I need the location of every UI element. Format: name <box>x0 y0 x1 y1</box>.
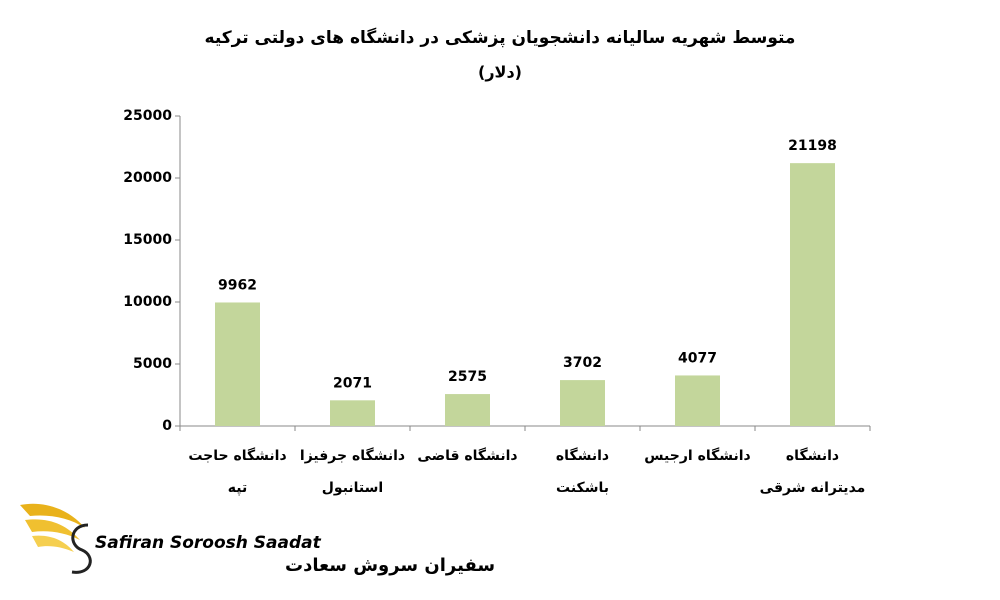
data-label: 2575 <box>448 369 487 385</box>
bar <box>445 394 490 426</box>
y-tick-label: 10000 <box>123 294 172 310</box>
data-label: 21198 <box>788 138 837 154</box>
x-tick-label: دانشگاه ارجیس <box>644 447 750 464</box>
y-tick-label: 25000 <box>123 108 172 124</box>
x-tick-label: دانشگاه حاجت <box>188 447 286 464</box>
y-tick-label: 20000 <box>123 170 172 186</box>
bar <box>790 163 835 426</box>
logo-wing <box>32 535 74 552</box>
bar <box>675 375 720 426</box>
x-tick-label: استانبول <box>322 480 383 496</box>
chart-subtitle: (دلار) <box>478 63 522 82</box>
logo-name-fa: سفیران سروش سعادت <box>285 555 495 576</box>
bar <box>560 380 605 426</box>
logo-s <box>71 523 92 574</box>
data-label: 2071 <box>333 375 372 391</box>
data-label: 3702 <box>563 355 602 371</box>
bar <box>330 400 375 426</box>
y-tick-label: 5000 <box>133 356 172 372</box>
x-tick-label: دانشگاه جرفیزا <box>300 447 405 464</box>
y-tick-label: 0 <box>162 418 172 434</box>
logo: Safiran Soroosh Saadat سفیران سروش سعادت <box>20 503 495 576</box>
chart-title: متوسط شهریه سالیانه دانشجویان پزشکی در د… <box>205 27 796 48</box>
x-tick-label: دانشگاه <box>556 447 609 464</box>
logo-name: Safiran Soroosh Saadat <box>95 533 322 553</box>
y-tick-label: 15000 <box>123 232 172 248</box>
x-tick-label: دانشگاه قاضی <box>417 447 517 464</box>
data-label: 9962 <box>218 277 257 293</box>
logo-wing <box>20 503 85 528</box>
x-tick-label: دانشگاه <box>786 447 839 464</box>
x-tick-label: مدیترانه شرقی <box>760 480 866 496</box>
logo-wing <box>25 519 80 540</box>
x-tick-label: باشکنت <box>556 480 609 496</box>
bar <box>215 302 260 426</box>
x-tick-label: تپه <box>228 480 247 496</box>
data-label: 4077 <box>678 350 717 366</box>
